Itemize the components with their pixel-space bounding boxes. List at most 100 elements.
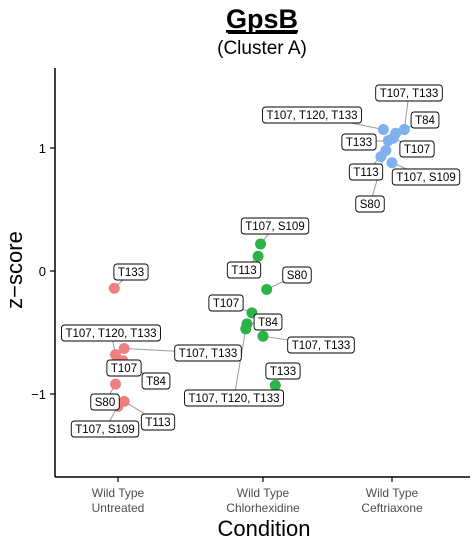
x-axis-title: Condition: [218, 516, 311, 541]
point-label: T107: [208, 294, 244, 312]
point-label-box: [61, 324, 161, 342]
point-label-box: [70, 420, 140, 438]
point-label: T107: [106, 359, 142, 377]
y-tick-label: 1: [39, 141, 46, 156]
data-point: [386, 157, 398, 169]
point-label-text: T107, S109: [245, 221, 304, 233]
data-point: [240, 323, 252, 335]
point-label-text: S80: [95, 397, 115, 409]
data-point: [118, 395, 130, 407]
data-point: [261, 283, 273, 295]
point-label: T113: [226, 261, 262, 279]
label-connector: [233, 328, 247, 399]
point-label-text: T84: [146, 376, 166, 388]
point-label-text: T133: [346, 137, 372, 149]
point-label: S80: [90, 393, 120, 411]
point-label-box: [253, 313, 283, 331]
point-label-box: [348, 163, 384, 181]
point-label: T133: [113, 263, 149, 281]
y-tick-label: 0: [39, 264, 46, 279]
point-label: S80: [355, 195, 385, 213]
point-label-text: T133: [118, 267, 144, 279]
point-label: T84: [410, 111, 440, 129]
point-label-text: T113: [353, 167, 378, 179]
point-label-box: [113, 263, 149, 281]
point-label: T84: [141, 372, 171, 390]
point-label-text: T107: [404, 144, 430, 156]
point-label-box: [141, 372, 171, 390]
point-label-box: [174, 344, 242, 362]
point-label: T113: [140, 413, 176, 431]
point-label-box: [262, 106, 362, 124]
point-label: T107, T133: [174, 344, 242, 362]
point-label: T107, S109: [391, 168, 461, 186]
x-tick-label-line2: Ceftriaxone: [361, 501, 423, 515]
point-label-text: T84: [415, 115, 435, 127]
data-point: [380, 144, 392, 156]
point-label-box: [106, 359, 142, 377]
point-label-text: T107, T133: [179, 348, 238, 360]
point-label-text: T107: [213, 298, 239, 310]
point-labels: T133 T107, T120, T133 T107, T133 T107 T84 S80…: [61, 84, 461, 438]
point-label: T113: [348, 163, 384, 181]
point-label-box: [355, 195, 385, 213]
point-label-text: T113: [145, 417, 170, 429]
point-label-text: T107: [111, 363, 137, 375]
point-label-box: [140, 413, 176, 431]
point-label-box: [226, 261, 262, 279]
point-label: T133: [341, 133, 377, 151]
y-axis-title: z−score: [2, 231, 27, 309]
point-label-text: T107, T120, T133: [188, 393, 279, 405]
point-label: T107: [399, 140, 435, 158]
point-label-box: [208, 294, 244, 312]
point-label: T107, S109: [70, 420, 140, 438]
data-point: [255, 238, 267, 250]
data-point: [257, 330, 269, 342]
point-label-text: T107, T133: [292, 340, 351, 352]
point-label-box: [375, 84, 443, 102]
point-label: T84: [253, 313, 283, 331]
point-label-box: [240, 217, 310, 235]
point-label: T107, T120, T133: [184, 389, 284, 407]
point-label-text: T107, S109: [396, 172, 455, 184]
point-label-text: T107, T120, T133: [266, 110, 357, 122]
point-label: S80: [282, 266, 312, 284]
point-label: T133: [265, 362, 301, 380]
data-point: [377, 124, 389, 136]
point-label-text: T107, S109: [75, 424, 134, 436]
point-label-box: [265, 362, 301, 380]
data-point: [398, 124, 410, 136]
point-label-text: S80: [287, 270, 307, 282]
point-label-box: [282, 266, 312, 284]
point-label-box: [410, 111, 440, 129]
chart-title: GpsB: [226, 4, 298, 34]
data-point: [118, 342, 130, 354]
point-label-box: [184, 389, 284, 407]
point-label-text: T113: [231, 265, 256, 277]
x-tick-label-line2: Chlorhexidine: [226, 501, 300, 515]
data-point: [110, 349, 122, 361]
x-tick-label-line1: Wild Type: [92, 486, 145, 500]
point-label: T107, T120, T133: [262, 106, 362, 124]
y-tick-label: −1: [31, 387, 46, 402]
data-point: [252, 250, 264, 262]
point-label-box: [287, 336, 355, 354]
point-label-text: S80: [360, 199, 380, 211]
point-label-box: [90, 393, 120, 411]
data-point: [387, 132, 399, 144]
data-point: [110, 378, 122, 390]
point-label-text: T133: [270, 366, 296, 378]
chart-subtitle: (Cluster A): [217, 38, 307, 59]
point-label: T107, S109: [240, 217, 310, 235]
point-label-box: [399, 140, 435, 158]
point-label-text: T107, T120, T133: [65, 328, 156, 340]
x-tick-label-line1: Wild Type: [366, 486, 419, 500]
data-point: [269, 379, 281, 391]
x-tick-label-line2: Untreated: [92, 501, 145, 515]
point-label-box: [341, 133, 377, 151]
data-point: [108, 282, 120, 294]
point-label: T107, T120, T133: [61, 324, 161, 342]
point-label: T107, T133: [287, 336, 355, 354]
